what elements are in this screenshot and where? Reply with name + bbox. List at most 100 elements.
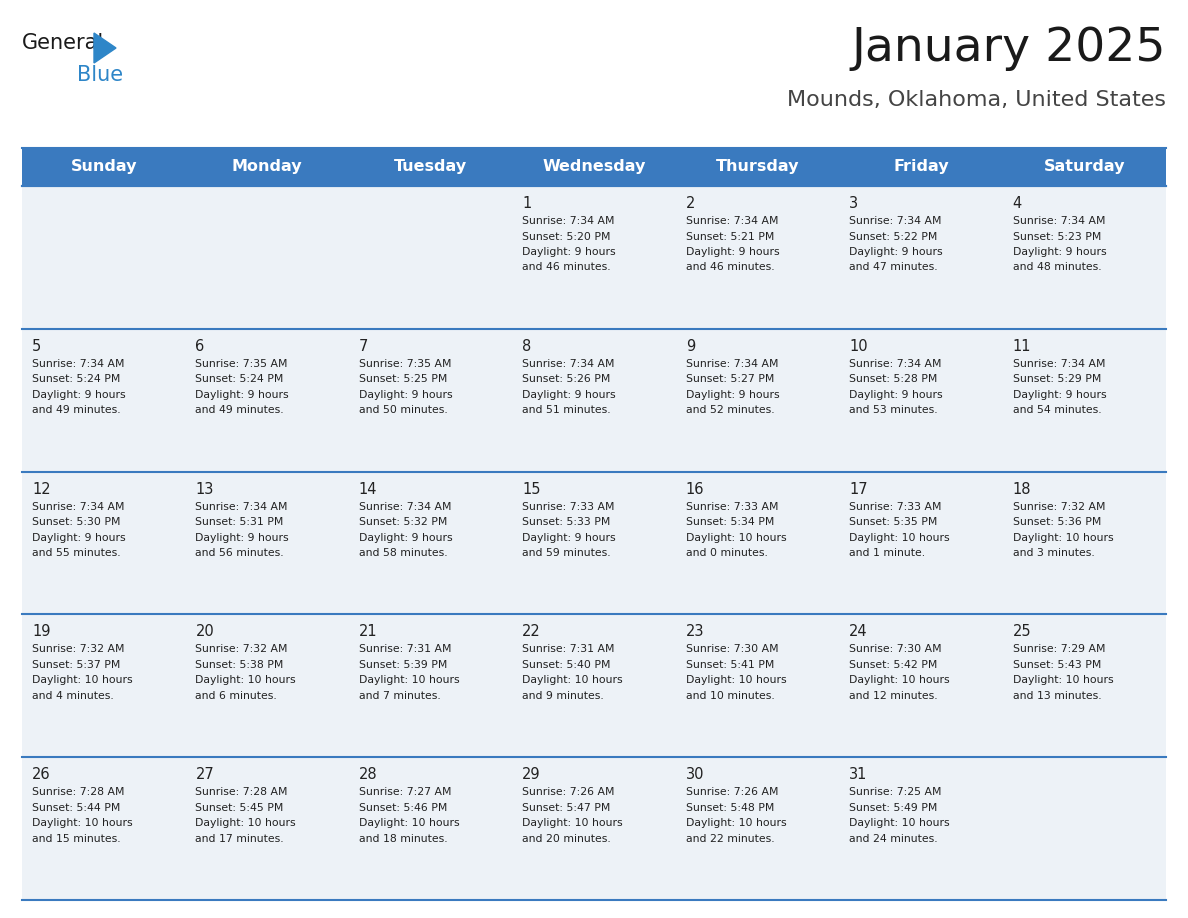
Text: 18: 18 (1012, 482, 1031, 497)
Text: Daylight: 9 hours: Daylight: 9 hours (359, 532, 453, 543)
Bar (512, 614, 676, 757)
Text: and 52 minutes.: and 52 minutes. (685, 406, 775, 415)
Text: and 53 minutes.: and 53 minutes. (849, 406, 937, 415)
Text: 12: 12 (32, 482, 51, 497)
Text: Sunset: 5:33 PM: Sunset: 5:33 PM (523, 517, 611, 527)
Text: and 50 minutes.: and 50 minutes. (359, 406, 448, 415)
Text: Daylight: 9 hours: Daylight: 9 hours (523, 247, 615, 257)
Text: Tuesday: Tuesday (394, 160, 467, 174)
Text: Sunset: 5:28 PM: Sunset: 5:28 PM (849, 375, 937, 385)
Text: Daylight: 10 hours: Daylight: 10 hours (849, 532, 949, 543)
Bar (23, 757, 185, 900)
Text: Daylight: 9 hours: Daylight: 9 hours (1012, 390, 1106, 400)
Text: Monday: Monday (232, 160, 303, 174)
Text: Daylight: 10 hours: Daylight: 10 hours (685, 818, 786, 828)
Text: Sunset: 5:27 PM: Sunset: 5:27 PM (685, 375, 775, 385)
Text: and 58 minutes.: and 58 minutes. (359, 548, 448, 558)
Text: Daylight: 9 hours: Daylight: 9 hours (523, 390, 615, 400)
Text: Daylight: 10 hours: Daylight: 10 hours (1012, 532, 1113, 543)
Text: Sunset: 5:45 PM: Sunset: 5:45 PM (196, 802, 284, 812)
Text: Sunrise: 7:32 AM: Sunrise: 7:32 AM (32, 644, 125, 655)
Bar (349, 329, 512, 472)
Text: 19: 19 (32, 624, 51, 640)
Text: and 13 minutes.: and 13 minutes. (1012, 691, 1101, 701)
Text: Daylight: 9 hours: Daylight: 9 hours (32, 532, 126, 543)
Polygon shape (94, 33, 116, 63)
Bar (23, 186, 185, 329)
Bar (23, 148, 1165, 186)
Bar (1003, 757, 1165, 900)
Bar (23, 472, 185, 614)
Text: and 6 minutes.: and 6 minutes. (196, 691, 277, 701)
Text: Sunrise: 7:34 AM: Sunrise: 7:34 AM (849, 216, 942, 226)
Text: and 7 minutes.: and 7 minutes. (359, 691, 441, 701)
Text: Sunset: 5:35 PM: Sunset: 5:35 PM (849, 517, 937, 527)
Text: 14: 14 (359, 482, 378, 497)
Text: General: General (23, 33, 105, 53)
Text: Sunrise: 7:34 AM: Sunrise: 7:34 AM (685, 216, 778, 226)
Text: 17: 17 (849, 482, 867, 497)
Text: and 46 minutes.: and 46 minutes. (523, 263, 611, 273)
Text: Daylight: 9 hours: Daylight: 9 hours (32, 390, 126, 400)
Text: Sunset: 5:41 PM: Sunset: 5:41 PM (685, 660, 775, 670)
Text: Sunrise: 7:34 AM: Sunrise: 7:34 AM (685, 359, 778, 369)
Bar (512, 472, 676, 614)
Text: Sunset: 5:42 PM: Sunset: 5:42 PM (849, 660, 937, 670)
Text: Daylight: 9 hours: Daylight: 9 hours (359, 390, 453, 400)
Bar (1003, 614, 1165, 757)
Text: January 2025: January 2025 (852, 26, 1165, 71)
Bar (676, 757, 839, 900)
Text: Sunrise: 7:34 AM: Sunrise: 7:34 AM (1012, 359, 1105, 369)
Text: Daylight: 10 hours: Daylight: 10 hours (685, 532, 786, 543)
Text: 29: 29 (523, 767, 541, 782)
Text: Sunset: 5:29 PM: Sunset: 5:29 PM (1012, 375, 1101, 385)
Text: Sunset: 5:23 PM: Sunset: 5:23 PM (1012, 231, 1101, 241)
Text: Daylight: 10 hours: Daylight: 10 hours (359, 676, 460, 686)
Bar (676, 472, 839, 614)
Text: Daylight: 10 hours: Daylight: 10 hours (849, 676, 949, 686)
Text: Sunset: 5:22 PM: Sunset: 5:22 PM (849, 231, 937, 241)
Text: Sunset: 5:20 PM: Sunset: 5:20 PM (523, 231, 611, 241)
Text: Sunrise: 7:34 AM: Sunrise: 7:34 AM (359, 501, 451, 511)
Text: 7: 7 (359, 339, 368, 353)
Text: Daylight: 10 hours: Daylight: 10 hours (359, 818, 460, 828)
Text: Daylight: 10 hours: Daylight: 10 hours (523, 676, 623, 686)
Text: 27: 27 (196, 767, 214, 782)
Bar (185, 329, 349, 472)
Text: Sunset: 5:49 PM: Sunset: 5:49 PM (849, 802, 937, 812)
Text: Daylight: 10 hours: Daylight: 10 hours (1012, 676, 1113, 686)
Text: 10: 10 (849, 339, 867, 353)
Text: Sunset: 5:44 PM: Sunset: 5:44 PM (32, 802, 120, 812)
Text: Sunrise: 7:30 AM: Sunrise: 7:30 AM (849, 644, 942, 655)
Text: and 51 minutes.: and 51 minutes. (523, 406, 611, 415)
Text: Sunrise: 7:26 AM: Sunrise: 7:26 AM (685, 788, 778, 797)
Text: Saturday: Saturday (1043, 160, 1125, 174)
Text: Sunrise: 7:30 AM: Sunrise: 7:30 AM (685, 644, 778, 655)
Text: Thursday: Thursday (715, 160, 800, 174)
Text: and 56 minutes.: and 56 minutes. (196, 548, 284, 558)
Text: and 15 minutes.: and 15 minutes. (32, 834, 121, 844)
Text: Sunset: 5:37 PM: Sunset: 5:37 PM (32, 660, 120, 670)
Text: and 49 minutes.: and 49 minutes. (32, 406, 121, 415)
Text: and 1 minute.: and 1 minute. (849, 548, 925, 558)
Text: and 49 minutes.: and 49 minutes. (196, 406, 284, 415)
Text: Daylight: 10 hours: Daylight: 10 hours (32, 676, 133, 686)
Text: 3: 3 (849, 196, 858, 211)
Text: and 59 minutes.: and 59 minutes. (523, 548, 611, 558)
Text: Sunset: 5:46 PM: Sunset: 5:46 PM (359, 802, 447, 812)
Text: Sunset: 5:25 PM: Sunset: 5:25 PM (359, 375, 447, 385)
Text: Sunrise: 7:34 AM: Sunrise: 7:34 AM (32, 359, 125, 369)
Text: Sunset: 5:21 PM: Sunset: 5:21 PM (685, 231, 775, 241)
Text: Sunset: 5:34 PM: Sunset: 5:34 PM (685, 517, 775, 527)
Text: Sunset: 5:26 PM: Sunset: 5:26 PM (523, 375, 611, 385)
Text: Sunset: 5:40 PM: Sunset: 5:40 PM (523, 660, 611, 670)
Text: Sunrise: 7:31 AM: Sunrise: 7:31 AM (523, 644, 614, 655)
Text: Daylight: 9 hours: Daylight: 9 hours (685, 390, 779, 400)
Text: 13: 13 (196, 482, 214, 497)
Text: and 54 minutes.: and 54 minutes. (1012, 406, 1101, 415)
Text: Sunrise: 7:27 AM: Sunrise: 7:27 AM (359, 788, 451, 797)
Bar (185, 614, 349, 757)
Text: Sunset: 5:32 PM: Sunset: 5:32 PM (359, 517, 447, 527)
Text: Sunrise: 7:35 AM: Sunrise: 7:35 AM (359, 359, 451, 369)
Text: Sunset: 5:39 PM: Sunset: 5:39 PM (359, 660, 447, 670)
